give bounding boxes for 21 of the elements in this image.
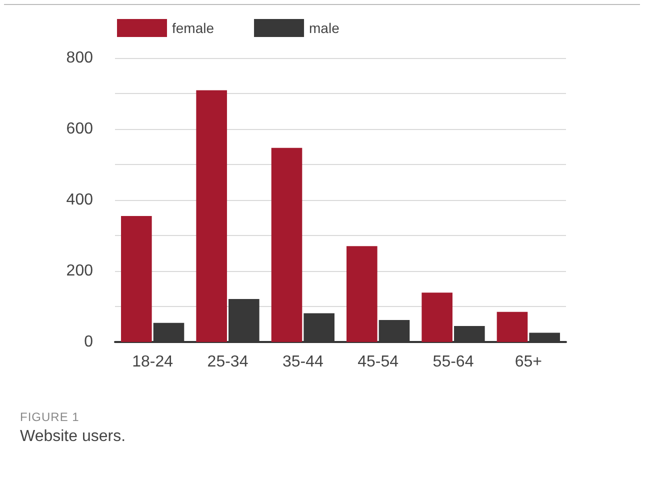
y-tick-label: 200 xyxy=(66,262,94,280)
y-tick-label: 600 xyxy=(66,120,94,138)
x-tick-label: 55-64 xyxy=(432,354,474,370)
legend-label: male xyxy=(309,20,340,36)
y-tick-label: 0 xyxy=(84,334,94,350)
bar xyxy=(121,216,152,342)
y-tick-label: 400 xyxy=(66,192,94,208)
legend-label: female xyxy=(172,20,214,36)
x-tick-label: 25-34 xyxy=(207,354,248,370)
bar xyxy=(196,90,227,342)
x-tick-label: 45-54 xyxy=(358,354,399,370)
bar xyxy=(346,246,378,342)
y-tick-label: 800 xyxy=(66,50,94,66)
caption: FIGURE 1 xyxy=(20,410,80,424)
bar xyxy=(271,148,302,342)
x-tick-label: 65+ xyxy=(514,354,542,370)
bar xyxy=(496,312,528,342)
text: Website users. xyxy=(20,428,126,446)
x-tick-label: 18-24 xyxy=(132,354,174,370)
bar xyxy=(422,292,452,342)
x-tick-label: 35-44 xyxy=(282,354,324,370)
